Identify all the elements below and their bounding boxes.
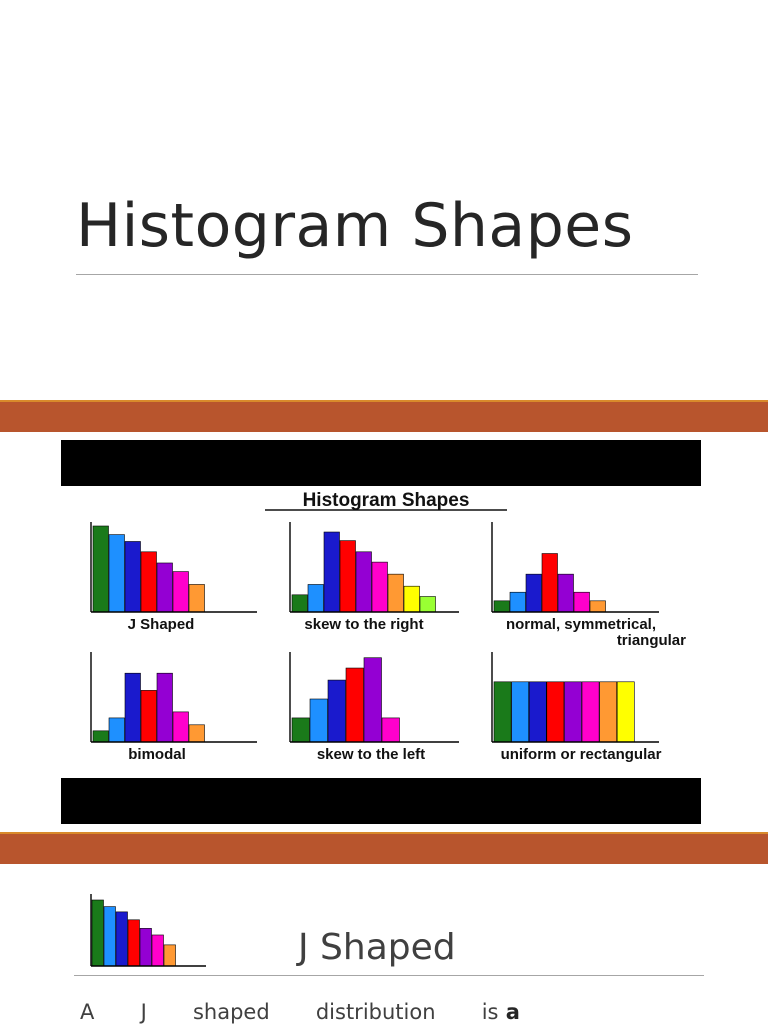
title-divider <box>76 274 698 275</box>
thumbnail-bar <box>163 944 176 967</box>
histogram-bar <box>599 681 617 743</box>
histogram-panel-label: J Shaped <box>128 616 195 633</box>
histogram-bar <box>172 711 189 743</box>
slide-separator-top <box>0 400 768 432</box>
histogram-bar <box>140 690 157 743</box>
histogram-bar <box>188 584 205 613</box>
body-word: J <box>140 1000 147 1024</box>
body-word: A <box>80 1000 95 1024</box>
histogram-bar <box>156 672 173 743</box>
histogram-panel-label: uniform or rectangular <box>501 746 662 763</box>
histogram-bar <box>511 681 530 743</box>
histogram-shapes-image: Histogram Shapes J Shaped skew to the rig… <box>90 490 686 763</box>
histogram-panels: J Shaped skew to the right normal, symmetr… <box>90 522 686 763</box>
histogram-bar <box>345 667 364 743</box>
histogram-bar <box>381 717 400 743</box>
histogram-panel-label: normal, symmetrical, <box>506 616 656 633</box>
histogram-bar <box>355 551 372 613</box>
histogram-bar <box>156 562 173 613</box>
histogram-bar <box>573 591 590 613</box>
figure-heading: Histogram Shapes <box>303 490 470 511</box>
histogram-bar <box>371 561 388 613</box>
histogram-panel: bimodal <box>90 652 257 763</box>
thumbnail-bar <box>91 899 104 967</box>
histogram-bar <box>509 591 526 613</box>
histogram-bar <box>387 573 404 613</box>
histogram-bar <box>339 540 356 613</box>
histogram-bar <box>323 531 340 613</box>
histogram-panel-label: skew to the left <box>317 746 425 763</box>
histogram-bar <box>307 584 324 613</box>
histogram-bar <box>403 585 420 613</box>
histogram-bar <box>327 679 346 743</box>
slide-separator-bottom <box>0 832 768 864</box>
body-word: distribution <box>315 1000 436 1024</box>
histogram-bar <box>541 553 558 613</box>
histogram-bar <box>525 573 542 613</box>
figure-top-bar <box>61 440 701 486</box>
section-divider <box>74 975 704 976</box>
histogram-panel: normal, symmetrical,triangular <box>491 522 686 649</box>
histogram-bar <box>581 681 600 743</box>
histogram-bar <box>493 600 510 613</box>
histogram-bar <box>108 534 125 613</box>
histogram-panel-label: skew to the right <box>304 616 423 633</box>
histogram-bar <box>291 594 308 613</box>
histogram-panel-label: triangular <box>617 632 686 649</box>
thumbnail-bar <box>139 928 152 967</box>
histogram-panel: J Shaped <box>90 522 257 633</box>
histogram-panel: uniform or rectangular <box>491 652 662 763</box>
histogram-bar <box>528 681 547 743</box>
histogram-bar <box>309 698 328 743</box>
histogram-bar <box>124 672 141 743</box>
thumbnail-bar <box>103 906 116 967</box>
body-word: shaped <box>192 1000 270 1024</box>
histogram-panel: skew to the right <box>289 522 459 633</box>
histogram-bar <box>188 724 205 743</box>
histogram-bar <box>557 573 574 613</box>
histogram-panel-label: bimodal <box>128 746 186 763</box>
body-word-bold: a <box>498 1000 520 1024</box>
histogram-bar <box>124 541 141 613</box>
histogram-bar <box>92 730 109 743</box>
histogram-bar <box>108 717 125 743</box>
histogram-shapes-figure: Histogram Shapes J Shaped skew to the rig… <box>61 440 701 824</box>
histogram-bar <box>140 551 157 613</box>
histogram-bar <box>172 571 189 613</box>
histogram-bar <box>616 681 635 743</box>
j-shaped-histogram-thumbnail <box>90 894 206 967</box>
body-word: is a <box>481 1000 520 1024</box>
histogram-bar <box>92 525 109 613</box>
thumbnail-bar <box>127 919 140 967</box>
histogram-bar <box>493 681 512 743</box>
histogram-bar <box>546 681 565 743</box>
slide-title: Histogram Shapes <box>76 191 634 261</box>
histogram-bar <box>363 657 382 743</box>
thumbnail-bar <box>115 911 128 967</box>
histogram-bar <box>419 596 436 613</box>
histogram-bar <box>589 600 606 613</box>
thumbnail-bar <box>151 934 164 967</box>
figure-bottom-bar <box>61 778 701 824</box>
histogram-panel: skew to the left <box>289 652 459 763</box>
histogram-bar <box>564 681 582 743</box>
section-title: J Shaped <box>298 927 456 968</box>
histogram-bar <box>291 717 310 743</box>
